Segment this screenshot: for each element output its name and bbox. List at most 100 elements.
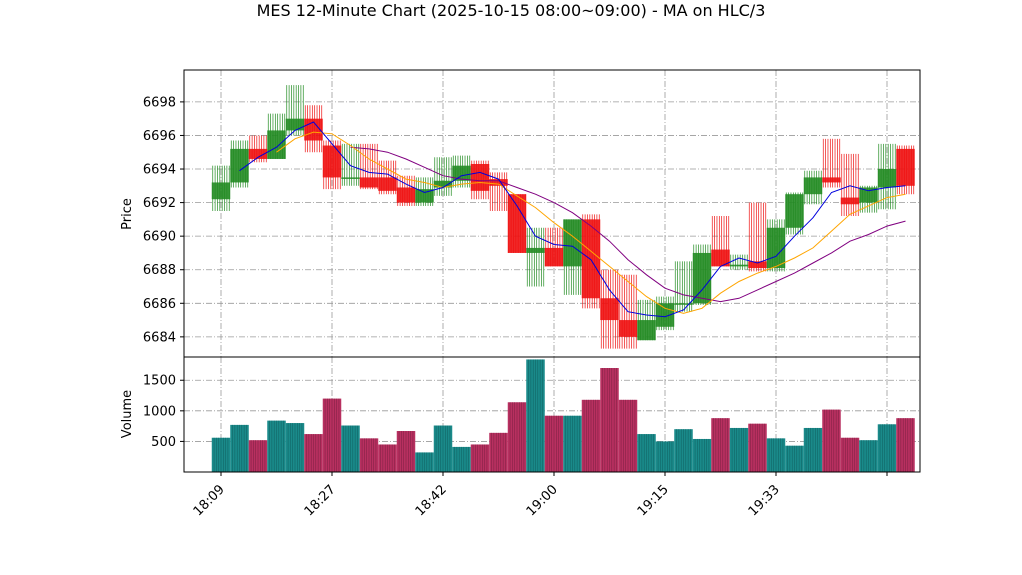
volume-bar [433,425,453,472]
price-bar [822,138,841,188]
price-bar-body [285,118,305,131]
chart-title: MES 12-Minute Chart (2025-10-15 08:00~09… [257,1,766,20]
price-bar-body [341,177,360,179]
volume-bar [711,418,730,472]
price-bar-body [581,219,601,299]
volume-bar [396,431,416,472]
volume-bar [600,368,619,472]
volume-bar [803,427,823,472]
price-axis-label: Price [120,198,135,230]
price-bar-body [378,177,397,191]
volume-bar [415,452,434,472]
ma-slow-line [350,146,906,303]
volume-bar [748,423,767,472]
price-bar-body [655,303,675,327]
volume-bar [452,446,471,472]
price-bar-body [267,130,286,159]
price-bar-body [618,320,638,337]
price-bar-body [840,197,860,205]
x-tick-label: 19:00 [524,482,561,519]
price-bar-body [415,189,434,203]
price-tick-label: 6690 [143,230,176,245]
volume-bar [304,434,323,472]
price-bar [248,135,268,163]
price-bar [711,216,730,267]
x-tick-label: 19:33 [746,482,783,519]
price-bar [322,140,342,190]
x-ticks: 18:09 18:27 18:42 19:00 19:15 19:33 [191,472,888,519]
volume-axis-label: Volume [120,390,135,438]
price-bar [729,254,749,270]
volume-bar [489,432,508,472]
price-bar [581,214,601,309]
volume-bar [896,418,915,472]
price-bar-body [859,187,878,203]
price-bar-body [452,165,471,181]
price-bar-body [563,219,582,267]
price-bar [396,175,416,206]
price-bar [637,299,656,341]
price-bar [544,227,564,267]
price-bar-body [803,177,823,195]
volume-bar [322,398,342,472]
price-bar-body [896,148,915,186]
price-bar-body [396,187,416,203]
price-bar [600,269,619,349]
price-bar-body [711,249,730,267]
price-bar [507,194,527,253]
price-bar-body [507,194,527,253]
volume-bar [785,445,804,472]
volume-bar [267,420,286,472]
ma-mid-line [276,131,906,314]
price-bar-body [248,148,268,159]
moving-average-lines [239,121,906,318]
price-bar-body [489,179,508,186]
price-bar [304,105,323,153]
volume-bar [378,444,397,472]
volume-bar [563,415,582,472]
volume-bar [544,415,564,472]
price-bar-body [433,180,453,188]
price-tick-label: 6684 [143,330,176,345]
price-bar [359,143,379,190]
price-bar [489,172,508,211]
price-y-ticks: 6684 6686 6688 6690 6692 6694 6696 6698 [143,95,184,345]
price-bar-body [544,247,564,267]
price-bar-body [526,247,545,253]
price-bar [840,153,860,217]
volume-bar [341,425,360,472]
volume-bar [470,444,490,472]
price-tick-label: 6698 [143,95,176,110]
price-grid [184,70,920,357]
price-bar [230,140,249,188]
volume-bar [692,438,712,472]
price-bar [803,170,823,205]
volume-bar [655,441,675,472]
price-bar-body [748,261,767,269]
price-bar [618,274,638,349]
price-bar-body [822,177,841,183]
x-tick-label: 18:42 [413,482,450,519]
volume-bar [507,402,527,472]
ma-fast-line [239,121,906,318]
volume-tick-label: 1000 [143,404,176,419]
price-bar-body [785,194,804,228]
x-tick-label: 18:27 [302,482,339,519]
price-bar [267,113,286,159]
price-bar [896,145,915,195]
price-bar [692,244,712,305]
volume-bar [840,437,860,472]
price-bar [785,192,804,235]
x-tick-label: 18:09 [191,482,228,519]
price-bar [211,165,231,211]
price-bar-body [692,252,712,304]
price-bar-body [877,169,897,188]
volume-bar [526,359,545,472]
price-bar-body [211,182,231,200]
price-bar-body [322,145,342,178]
volume-bar [822,409,841,472]
price-bar [452,155,471,188]
volume-bar [877,424,897,472]
price-tick-label: 6688 [143,263,176,278]
